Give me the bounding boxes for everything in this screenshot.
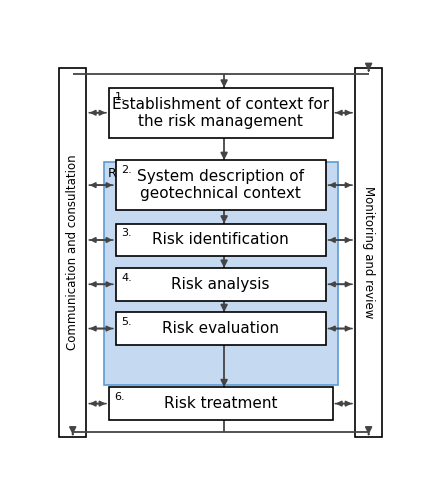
Text: Establishment of context for
the risk management: Establishment of context for the risk ma… bbox=[112, 96, 329, 129]
Text: 6.: 6. bbox=[115, 392, 125, 402]
Text: 2.: 2. bbox=[121, 164, 132, 174]
Bar bbox=[116, 268, 325, 300]
Text: Monitoring and review: Monitoring and review bbox=[362, 186, 375, 318]
Bar bbox=[109, 88, 333, 138]
Bar bbox=[59, 68, 87, 438]
Bar bbox=[116, 312, 325, 345]
Text: Risk evaluation: Risk evaluation bbox=[162, 321, 279, 336]
Text: Risk treatment: Risk treatment bbox=[164, 396, 278, 411]
Text: Risk assessment: Risk assessment bbox=[108, 166, 212, 179]
Text: Risk analysis: Risk analysis bbox=[171, 277, 270, 292]
Text: 5.: 5. bbox=[121, 317, 132, 327]
Text: System description of
geotechnical context: System description of geotechnical conte… bbox=[137, 169, 304, 202]
Bar bbox=[116, 224, 325, 256]
Text: Communication and consultation: Communication and consultation bbox=[66, 154, 79, 350]
Bar bbox=[116, 160, 325, 210]
Text: 1.: 1. bbox=[115, 92, 125, 102]
Text: 4.: 4. bbox=[121, 272, 132, 282]
Text: Risk identification: Risk identification bbox=[152, 232, 289, 248]
Text: 3.: 3. bbox=[121, 228, 132, 238]
Bar bbox=[109, 387, 333, 420]
Bar bbox=[104, 162, 338, 386]
Bar bbox=[355, 68, 382, 438]
